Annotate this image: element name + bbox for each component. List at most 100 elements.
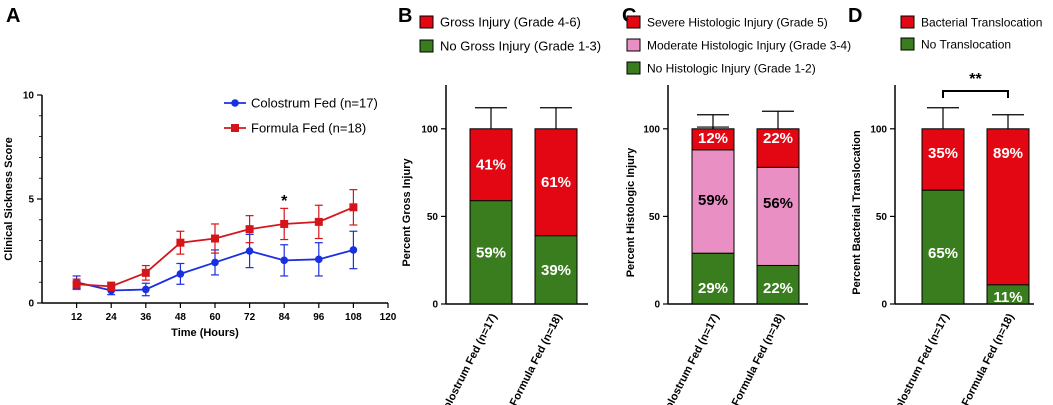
- legend-label: Colostrum Fed (n=17): [251, 96, 378, 111]
- data-point: [280, 256, 289, 265]
- category-label: Colostrum Fed (n=17): [890, 312, 952, 405]
- bar-segment: [756, 128, 800, 168]
- bar-segment: [469, 128, 513, 202]
- panel-letter-d: D: [848, 5, 862, 27]
- bar-value-label: 35%: [928, 145, 958, 162]
- y-tick-label: 0: [432, 300, 438, 311]
- category-label: Colostrum Fed (n=17): [660, 312, 722, 405]
- panel-d: D 0 50 100 Percent Bacterial Translocation 65…: [848, 5, 1042, 405]
- legend-swatch: [900, 37, 915, 51]
- data-point: [245, 225, 254, 234]
- legend-swatch: [900, 15, 915, 29]
- bar-value-label: 39%: [541, 262, 571, 279]
- bar-value-label: 56%: [763, 195, 793, 212]
- legend-label: No Gross Injury (Grade 1-3): [440, 39, 601, 54]
- x-tick-label: 24: [106, 312, 118, 323]
- legend-label: Moderate Histologic Injury (Grade 3-4): [647, 39, 851, 53]
- data-point: [107, 282, 116, 291]
- bar-formula: 22% 56% 22%: [756, 110, 800, 305]
- x-tick-label: 12: [71, 312, 83, 323]
- panel-b: B 0 50 100 Percent Gross Injury 59% 41% Colostr…: [398, 5, 601, 405]
- significance-marker: *: [281, 193, 288, 210]
- legend-swatch: [419, 39, 434, 53]
- y-tick-label: 10: [23, 91, 35, 102]
- legend-label: Severe Histologic Injury (Grade 5): [647, 16, 828, 30]
- y-tick-label: 100: [870, 124, 887, 135]
- legend-label: Formula Fed (n=18): [251, 121, 366, 136]
- legend-marker: [231, 124, 239, 132]
- bar-segment: [986, 128, 1030, 286]
- legend-swatch: [626, 38, 641, 52]
- y-tick-label: 5: [28, 195, 34, 206]
- x-tick-label: 60: [209, 312, 221, 323]
- bar-segment: [534, 128, 578, 237]
- data-point: [315, 255, 323, 264]
- legend-label: No Translocation: [921, 38, 1011, 52]
- bar-segment: [756, 166, 800, 266]
- bar-colostrum: 59% 41%: [469, 107, 513, 305]
- x-tick-label: 120: [380, 312, 397, 323]
- y-tick-label: 0: [28, 299, 34, 310]
- bar-formula: 39% 61%: [534, 107, 578, 305]
- x-tick-label: 36: [140, 312, 152, 323]
- y-tick-label: 50: [427, 212, 439, 223]
- legend-label: No Histologic Injury (Grade 1-2): [647, 62, 816, 76]
- category-label: Formula Fed (n=18): [508, 312, 565, 405]
- data-point: [245, 247, 254, 255]
- category-label: Colostrum Fed (n=17): [438, 312, 500, 405]
- panel-c: C050100Percent Histologic Injury29%59%12…: [622, 5, 851, 405]
- y-axis-title: Percent Bacterial Translocation: [851, 130, 863, 295]
- data-point: [176, 270, 185, 278]
- y-tick-label: 100: [421, 124, 438, 135]
- x-tick-label: 72: [244, 312, 256, 323]
- y-axis-title: Percent Gross Injury: [401, 158, 413, 267]
- legend-swatch: [626, 15, 641, 29]
- significance-bracket: [942, 90, 1009, 98]
- legend-swatch: [626, 61, 641, 75]
- data-point: [141, 268, 150, 277]
- bar-value-label: 22%: [763, 280, 793, 297]
- bar-value-label: 89%: [993, 145, 1023, 162]
- data-point: [176, 238, 185, 247]
- panel-letter-b: B: [398, 5, 412, 27]
- bar-segment: [921, 128, 965, 191]
- data-point: [314, 217, 323, 226]
- y-tick-label: 50: [876, 212, 888, 223]
- legend-label: Bacterial Translocation: [921, 16, 1042, 30]
- x-tick-label: 108: [345, 312, 362, 323]
- x-tick-label: 48: [175, 312, 187, 323]
- data-point: [211, 258, 219, 267]
- bar-value-label: 22%: [763, 130, 793, 147]
- data-point: [349, 203, 358, 212]
- y-axis-title: Clinical Sickness Score: [3, 137, 15, 261]
- bar-segment: [469, 200, 513, 305]
- y-tick-label: 0: [654, 300, 660, 311]
- y-tick-label: 0: [881, 300, 887, 311]
- legend-marker: [231, 99, 239, 107]
- series-formula: [72, 189, 358, 292]
- bar-segment: [534, 235, 578, 305]
- x-tick-label: 96: [313, 312, 325, 323]
- bar-value-label: 41%: [476, 157, 506, 174]
- category-label: Formula Fed (n=18): [730, 312, 787, 405]
- bar-colostrum: 65% 35%: [921, 107, 965, 305]
- bar-value-label: 11%: [993, 289, 1022, 306]
- x-tick-label: 84: [279, 312, 291, 323]
- bar-value-label: 59%: [476, 244, 506, 261]
- bar-value-label: 65%: [928, 245, 958, 262]
- panel-letter-a: A: [6, 5, 20, 27]
- bar-segment: [691, 252, 735, 305]
- significance-marker: **: [969, 71, 982, 88]
- bar-value-label: 61%: [541, 174, 571, 191]
- bar-colostrum: 29% 59% 12%: [691, 114, 735, 305]
- bar-value-label: 59%: [698, 192, 728, 209]
- bar-value-label: 12%: [698, 130, 728, 147]
- y-tick-label: 100: [643, 124, 660, 135]
- bar-formula: 11% 89%: [986, 114, 1030, 306]
- data-point: [349, 246, 358, 254]
- category-label: Formula Fed (n=18): [960, 312, 1017, 405]
- panel-a: A 0 5 10 12 24 36 48 60 72 84 96 108 120 Time (Hours) C…: [3, 5, 397, 339]
- x-axis-title: Time (Hours): [171, 327, 239, 339]
- y-axis-title: Percent Histologic Injury: [625, 147, 637, 277]
- data-point: [280, 219, 289, 228]
